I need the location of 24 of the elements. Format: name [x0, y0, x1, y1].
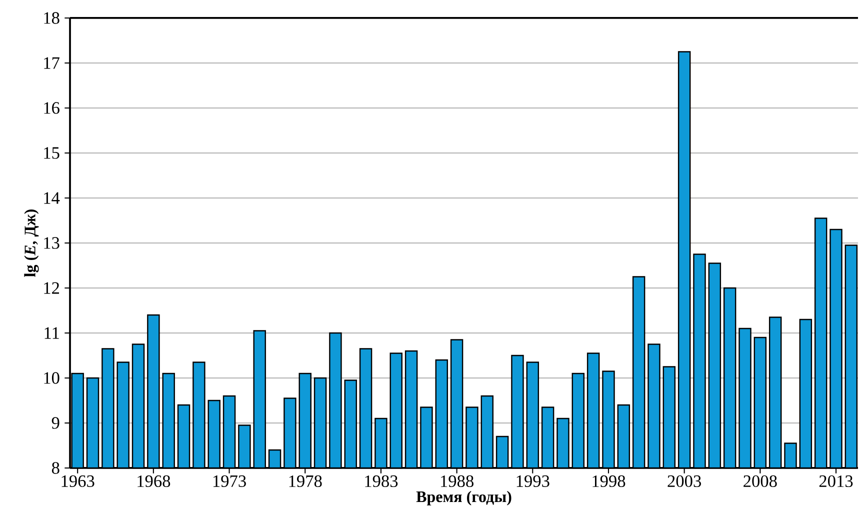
x-tick-label: 1963: [62, 475, 94, 488]
x-tick-label: 2003: [668, 475, 701, 488]
x-tick-label: 1988: [440, 475, 474, 488]
x-tick-label: 2013: [819, 475, 853, 488]
y-tick-label: 12: [44, 282, 60, 294]
y-tick-label: 10: [44, 372, 60, 384]
y-tick-label: 11: [44, 327, 59, 339]
x-tick-label: 1978: [289, 475, 322, 488]
y-tick-label: 8: [52, 462, 60, 474]
x-tick-label: 1998: [592, 475, 626, 488]
x-axis-title: Время (годы): [416, 490, 512, 506]
y-tick-label: 9: [52, 417, 60, 429]
y-tick-label: 15: [44, 147, 60, 159]
y-tick-label: 16: [44, 102, 60, 114]
x-tick-label: 2008: [744, 475, 777, 488]
y-tick-label: 17: [44, 57, 60, 69]
y-axis-title: lg (E, Дж): [24, 210, 39, 277]
x-tick-label: 1968: [138, 475, 170, 488]
x-tick-label: 1983: [365, 475, 398, 488]
x-tick-label: 1973: [213, 475, 246, 488]
y-tick-label: 13: [44, 237, 60, 249]
y-tick-label: 14: [44, 192, 60, 204]
y-tick-label: 18: [44, 12, 60, 24]
x-tick-label: 1993: [516, 475, 550, 488]
